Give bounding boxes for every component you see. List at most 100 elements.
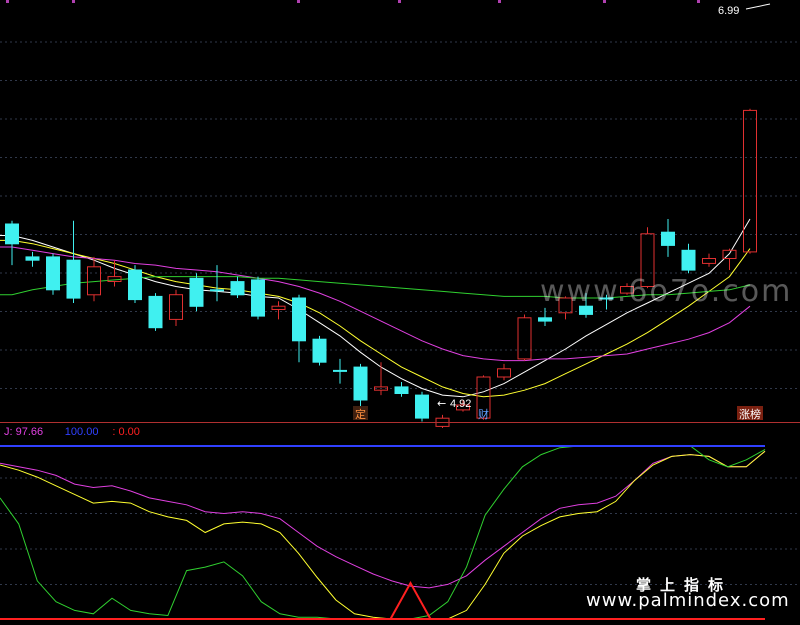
top-marker (498, 0, 501, 3)
event-label: 涨榜 (739, 407, 761, 421)
candle-body (353, 366, 368, 401)
candle-body (46, 256, 60, 291)
candlesticks (5, 108, 757, 428)
candle (292, 294, 306, 363)
ma-line-3 (0, 246, 751, 362)
candle (517, 314, 532, 361)
candle (374, 362, 388, 396)
candle (107, 260, 122, 287)
moving-average-lines (0, 218, 751, 398)
candle-body (148, 295, 163, 329)
watermark-chinese: 掌上指标 (636, 576, 733, 594)
candle-body (169, 294, 183, 320)
candle (353, 363, 368, 407)
candle-body (312, 338, 327, 363)
candle (415, 391, 429, 422)
candle (394, 382, 409, 397)
ma-line-1 (0, 218, 751, 398)
candle (661, 219, 675, 257)
candle-body (251, 279, 265, 317)
high-price-arrow (745, 3, 771, 10)
candle (497, 363, 511, 381)
candle (230, 276, 245, 298)
candle-body (579, 305, 593, 315)
ma-line-4 (0, 276, 751, 299)
watermark-url: www.palmindex.com (586, 590, 790, 611)
candle (169, 289, 183, 326)
candle (251, 276, 265, 320)
event-label-bg (737, 406, 763, 420)
candle-body (661, 231, 675, 246)
candle-body (87, 266, 101, 296)
candle-body (333, 369, 347, 372)
candle-body (189, 277, 204, 307)
candle (681, 243, 696, 274)
top-marker (697, 0, 700, 3)
candle-body (722, 249, 737, 260)
candle-body (456, 404, 470, 411)
price-labels: 6.99 ← 4.92 (437, 3, 771, 410)
price-gridlines (0, 41, 800, 389)
candle (210, 265, 224, 302)
candle (5, 220, 19, 266)
candle (128, 265, 142, 303)
candle-body (640, 233, 655, 288)
top-marker (603, 0, 606, 3)
candle (148, 293, 163, 331)
candle-body (128, 269, 142, 301)
indicator-line-1 (0, 450, 766, 589)
candle (46, 253, 60, 295)
candle-body (702, 258, 716, 264)
ma-line-2 (0, 239, 751, 398)
candle-body (620, 286, 634, 294)
candle-body (681, 249, 696, 271)
event-label: 定 (355, 407, 366, 421)
high-price-label: 6.99 (718, 5, 739, 17)
candle-body (538, 317, 552, 322)
candle-body (517, 317, 532, 360)
indicator-value: : 0.00 (112, 426, 140, 438)
candle (25, 251, 40, 267)
candle (333, 358, 347, 384)
candle-body (394, 386, 409, 394)
candle (312, 335, 327, 366)
candle-body (107, 276, 122, 283)
candle-body (5, 223, 19, 245)
candle-body (599, 297, 614, 300)
indicator-header: J: 97.66 100.00 : 0.00 (4, 426, 140, 438)
watermark-6o7o: www.6o7o.com (540, 274, 793, 309)
indicator-gridlines (0, 477, 800, 585)
top-marker (297, 0, 300, 3)
top-edge-markers (6, 0, 700, 3)
candle (620, 283, 634, 295)
candle (456, 400, 470, 412)
candle-body (66, 259, 81, 299)
candle (189, 273, 204, 312)
low-price-label: 4.92 (450, 398, 471, 410)
candle-body (558, 297, 573, 314)
candle (66, 220, 81, 303)
signal-peak (389, 580, 432, 620)
event-label: 财 (478, 407, 489, 421)
candle (538, 307, 552, 326)
top-marker (6, 0, 9, 3)
candle-body (210, 289, 224, 292)
top-marker (398, 0, 401, 3)
candle (476, 375, 491, 420)
top-marker (72, 0, 75, 3)
candle-body (292, 297, 306, 342)
candle (579, 293, 593, 318)
indicator-value: 100.00 (65, 426, 99, 438)
indicator-value: J: 97.66 (4, 426, 43, 438)
indicator-lines (0, 445, 766, 620)
candle (271, 301, 286, 320)
candle-body (230, 281, 245, 296)
event-labels: 定 财 涨榜 (353, 406, 763, 421)
candle (702, 253, 716, 267)
candle (743, 108, 757, 254)
candle-body (743, 109, 757, 253)
candle (87, 256, 101, 302)
event-label-bg (353, 406, 368, 420)
candle-body (476, 376, 491, 419)
